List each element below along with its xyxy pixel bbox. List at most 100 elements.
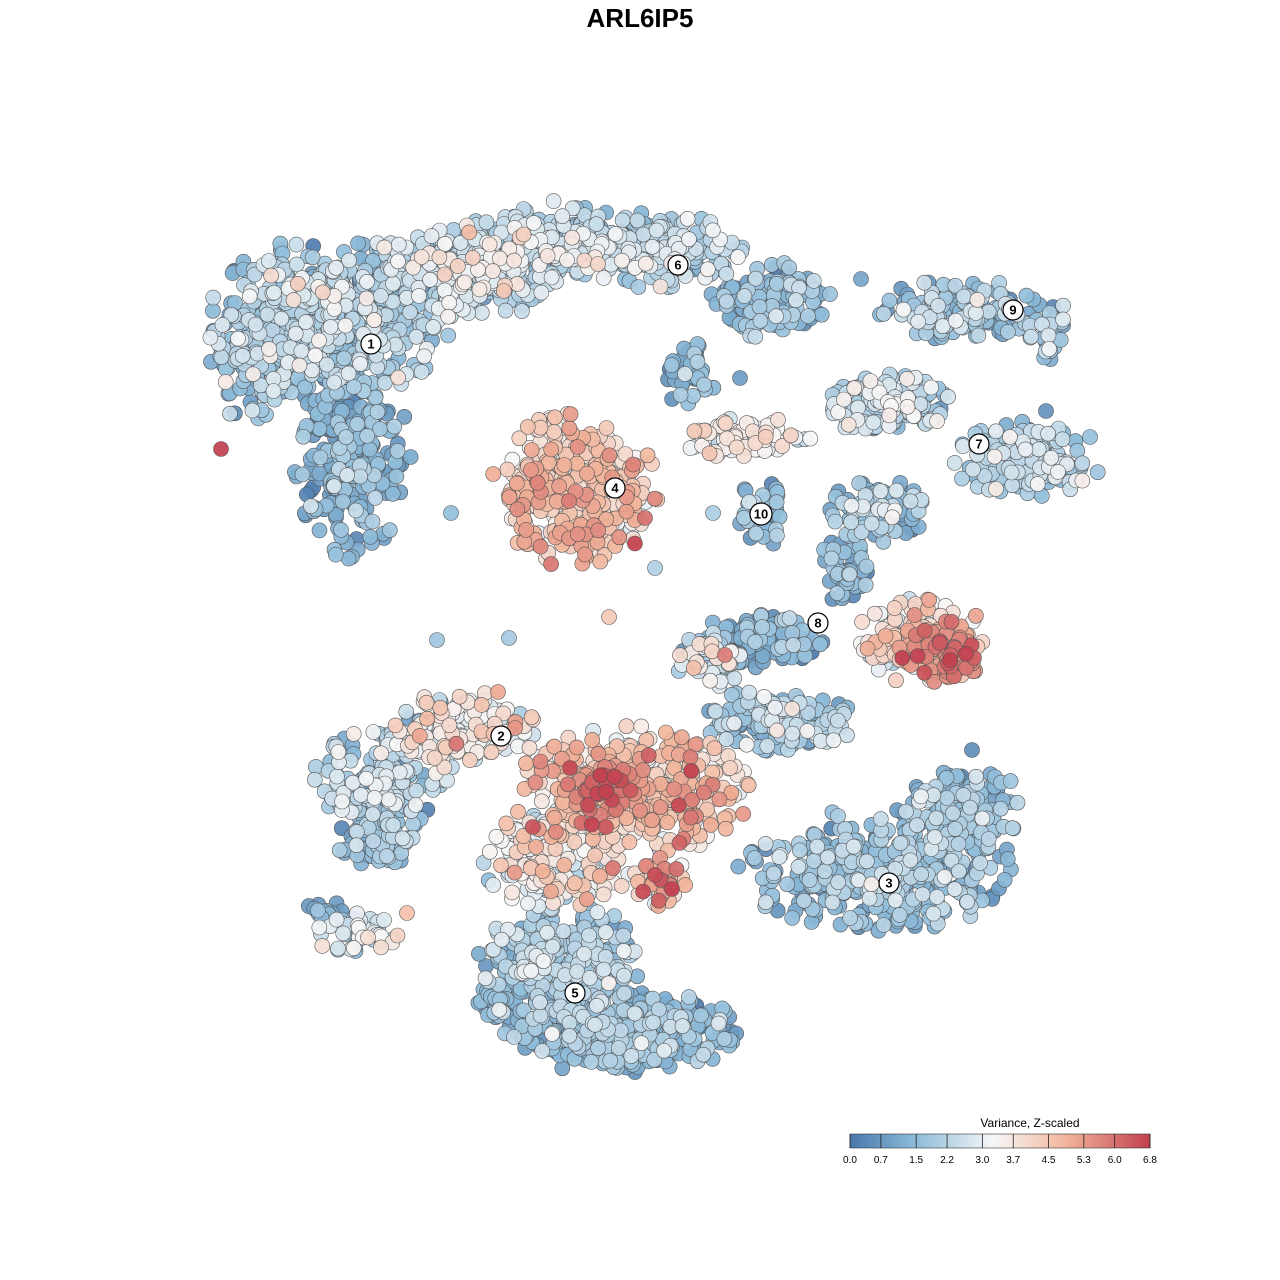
cell-point bbox=[372, 288, 389, 304]
cell-point bbox=[829, 585, 846, 602]
cell-point bbox=[481, 236, 498, 253]
cell-point bbox=[361, 441, 378, 458]
cell-point bbox=[589, 904, 606, 921]
cell-point bbox=[328, 911, 345, 928]
cell-point bbox=[380, 791, 397, 808]
cell-point bbox=[796, 892, 812, 909]
cell-point bbox=[440, 327, 457, 344]
cell-point bbox=[245, 366, 261, 383]
cell-point bbox=[422, 271, 438, 288]
cell-point bbox=[843, 514, 859, 531]
cell-point bbox=[736, 509, 752, 526]
cell-point bbox=[1002, 429, 1018, 445]
cell-point bbox=[836, 391, 852, 408]
cell-point bbox=[443, 505, 459, 521]
cell-point bbox=[859, 853, 875, 870]
cell-point bbox=[925, 905, 942, 922]
cell-point bbox=[376, 374, 393, 391]
cell-point bbox=[288, 256, 305, 273]
cell-point bbox=[615, 943, 632, 959]
cell-point bbox=[294, 466, 311, 483]
cell-point bbox=[336, 350, 352, 367]
cell-point bbox=[533, 793, 550, 810]
cell-point bbox=[506, 1029, 522, 1045]
cell-point bbox=[369, 404, 386, 420]
cell-point bbox=[297, 314, 314, 330]
cell-point bbox=[623, 1048, 640, 1064]
cell-point bbox=[213, 349, 230, 366]
cell-point bbox=[1043, 449, 1059, 466]
cell-point bbox=[899, 398, 916, 415]
cell-point bbox=[413, 364, 430, 380]
cell-point bbox=[471, 281, 488, 298]
cell-point bbox=[583, 1054, 600, 1070]
cell-point bbox=[930, 297, 947, 314]
cell-point bbox=[376, 912, 392, 928]
cell-point bbox=[312, 449, 329, 466]
cell-point bbox=[384, 485, 401, 502]
cell-point bbox=[947, 312, 964, 329]
cell-point bbox=[1000, 324, 1016, 340]
cell-point bbox=[699, 261, 716, 278]
cell-point bbox=[261, 341, 277, 357]
cell-point bbox=[851, 475, 868, 492]
cell-point bbox=[928, 810, 945, 827]
cell-point bbox=[326, 478, 342, 495]
cell-point bbox=[614, 212, 631, 229]
cell-point bbox=[359, 428, 376, 444]
cell-point bbox=[263, 267, 279, 284]
cell-point bbox=[588, 997, 605, 1014]
cell-point bbox=[554, 1060, 571, 1077]
cell-point bbox=[1003, 464, 1020, 481]
cell-point bbox=[899, 371, 915, 387]
cell-point bbox=[823, 550, 840, 567]
cell-point bbox=[972, 855, 988, 871]
cell-point bbox=[888, 482, 905, 499]
cell-point bbox=[408, 782, 425, 799]
cell-point bbox=[481, 843, 498, 860]
cell-point bbox=[328, 259, 344, 276]
cell-point bbox=[504, 884, 520, 901]
cell-point bbox=[630, 279, 647, 295]
cell-point bbox=[768, 494, 785, 511]
cell-point bbox=[555, 923, 572, 940]
cell-point bbox=[1009, 794, 1026, 811]
cell-point bbox=[853, 524, 870, 540]
cell-point bbox=[861, 890, 878, 907]
cell-point bbox=[799, 723, 816, 739]
cell-point bbox=[334, 793, 350, 810]
cell-point bbox=[303, 498, 319, 514]
cell-point bbox=[939, 790, 955, 806]
cell-point bbox=[980, 831, 997, 847]
cell-point bbox=[348, 837, 365, 854]
cell-point bbox=[1002, 773, 1019, 789]
cell-point bbox=[752, 312, 769, 329]
cell-point bbox=[718, 266, 735, 282]
cell-point bbox=[723, 686, 740, 703]
cell-point bbox=[307, 347, 324, 364]
cell-point bbox=[493, 931, 510, 948]
cell-point bbox=[757, 894, 774, 911]
cell-point bbox=[485, 263, 501, 279]
cell-point bbox=[293, 343, 310, 359]
cell-point bbox=[326, 301, 343, 317]
chart-title: ARL6IP5 bbox=[587, 3, 694, 33]
cell-point bbox=[222, 405, 238, 422]
cell-point bbox=[672, 387, 689, 403]
cell-point bbox=[730, 858, 747, 875]
cell-point bbox=[996, 871, 1013, 888]
cell-point bbox=[902, 493, 919, 510]
cell-point bbox=[779, 876, 796, 893]
cell-point bbox=[865, 414, 882, 431]
cell-point bbox=[441, 717, 458, 734]
cell-point bbox=[311, 919, 328, 936]
cell-point bbox=[802, 430, 819, 447]
cell-point bbox=[788, 292, 804, 309]
cell-point bbox=[365, 724, 382, 740]
cell-point bbox=[431, 249, 448, 266]
cell-point bbox=[898, 803, 914, 820]
cell-point bbox=[214, 317, 231, 333]
cell-point bbox=[1082, 429, 1098, 445]
cell-point bbox=[202, 329, 219, 346]
cell-point bbox=[561, 1028, 578, 1044]
